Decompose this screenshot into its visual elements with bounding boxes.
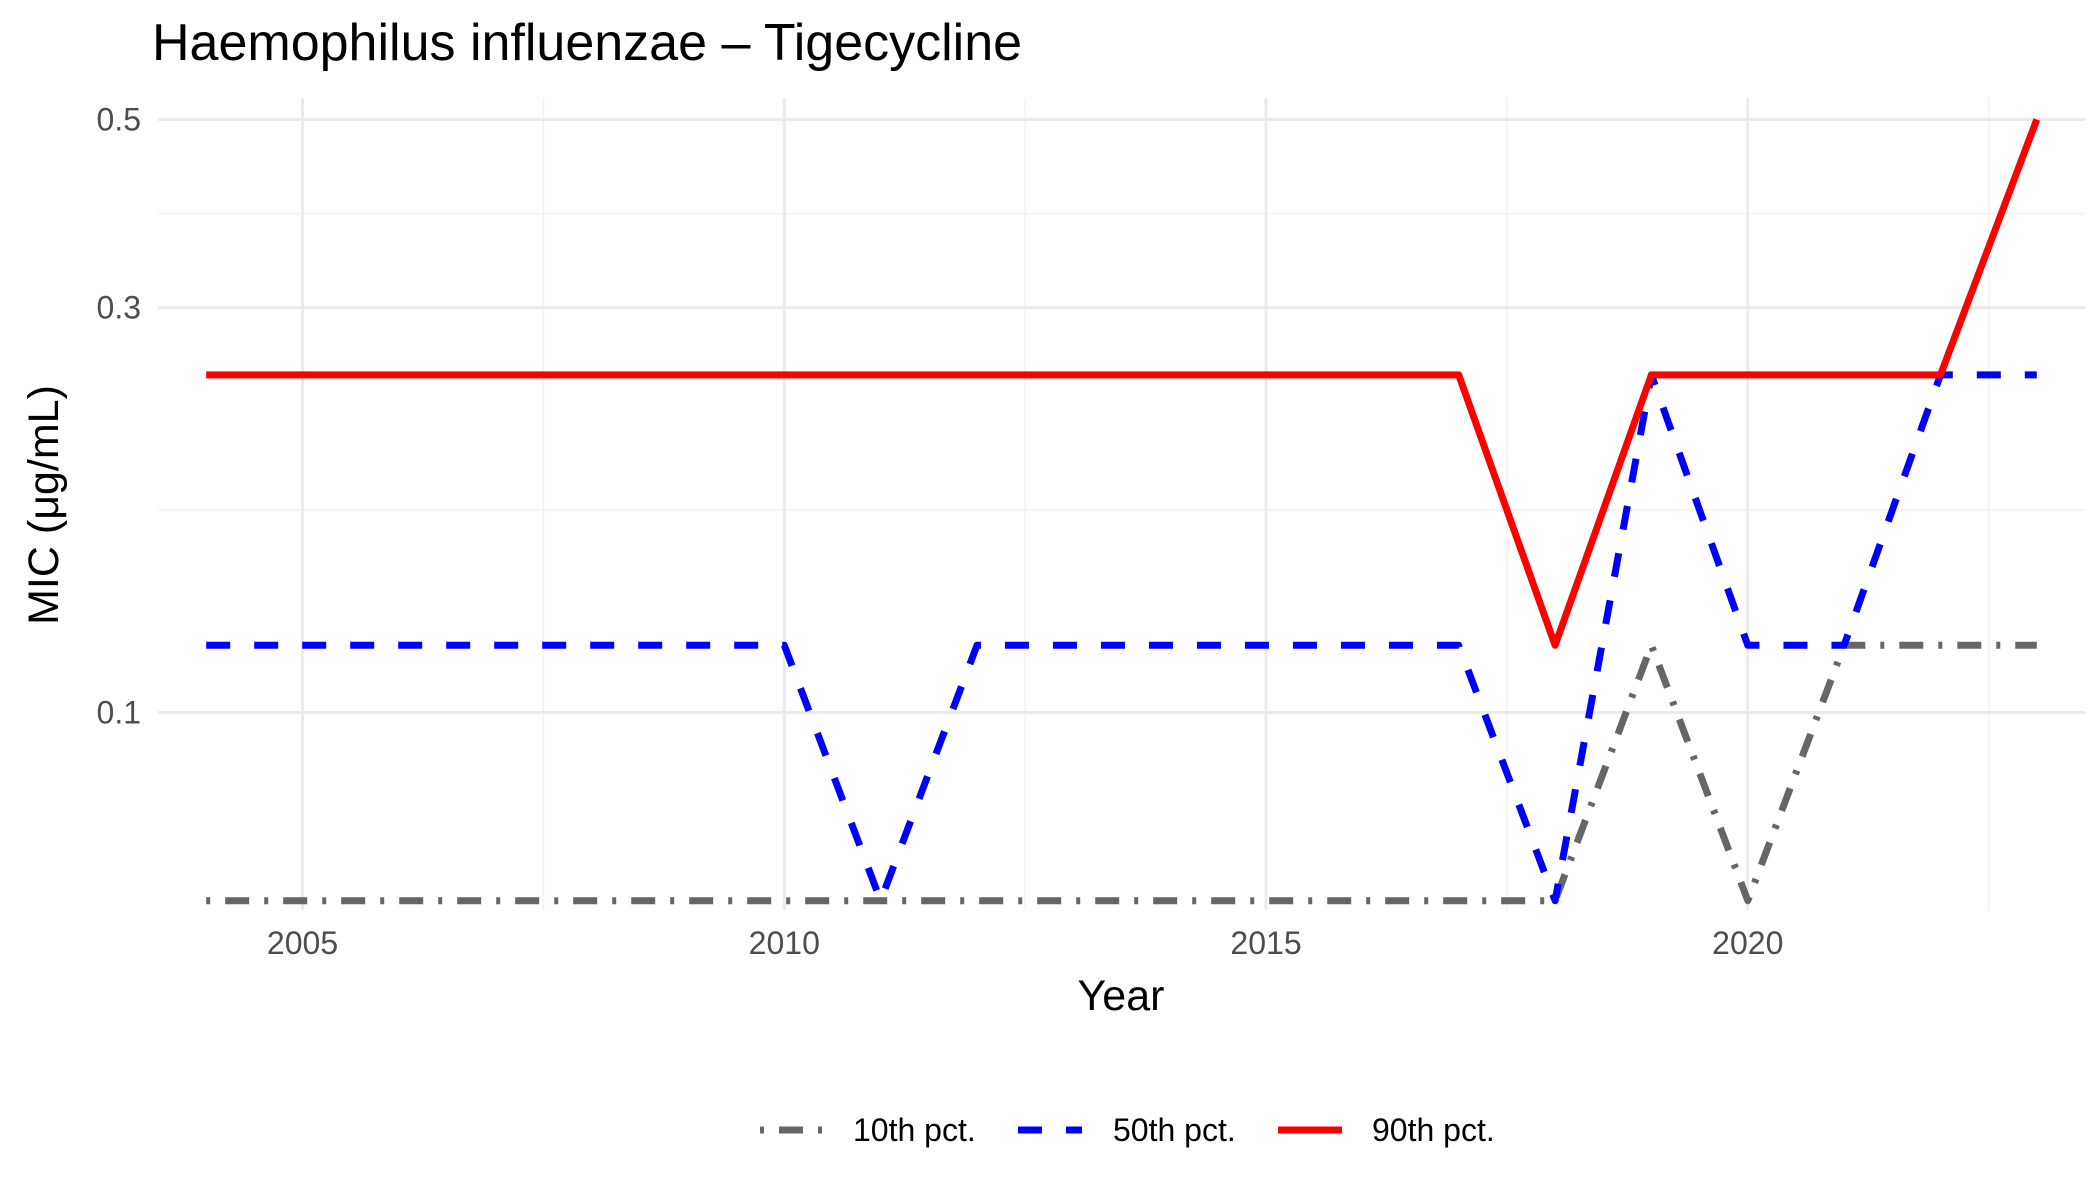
legend-label-2: 50th pct. — [1113, 1112, 1236, 1148]
x-tick-label: 2005 — [267, 925, 338, 961]
x-tick-label: 2010 — [749, 925, 820, 961]
series-lines — [206, 118, 2041, 905]
chart-title: Haemophilus influenzae – Tigecycline — [152, 14, 1022, 72]
legend-label-1: 10th pct. — [853, 1112, 976, 1148]
series-line-3 — [206, 118, 2041, 649]
y-tick-label: 0.1 — [97, 694, 141, 730]
x-axis-title: Year — [1078, 972, 1165, 1020]
y-axis-title: MIC (μg/mL) — [20, 385, 68, 625]
x-tick-label: 2015 — [1230, 925, 1301, 961]
y-tick-label: 0.3 — [97, 290, 141, 326]
x-axis-ticks: 2005 2010 2015 2020 — [267, 925, 1783, 961]
y-axis-ticks: 0.1 0.3 0.5 — [97, 101, 141, 730]
gridlines — [158, 98, 2085, 910]
y-tick-label: 0.5 — [97, 101, 141, 137]
legend: 10th pct. 50th pct. 90th pct. — [760, 1112, 1495, 1148]
legend-label-3: 90th pct. — [1372, 1112, 1495, 1148]
x-tick-label: 2020 — [1712, 925, 1783, 961]
series-line-1 — [206, 641, 2037, 905]
series-line-2 — [206, 371, 2037, 905]
